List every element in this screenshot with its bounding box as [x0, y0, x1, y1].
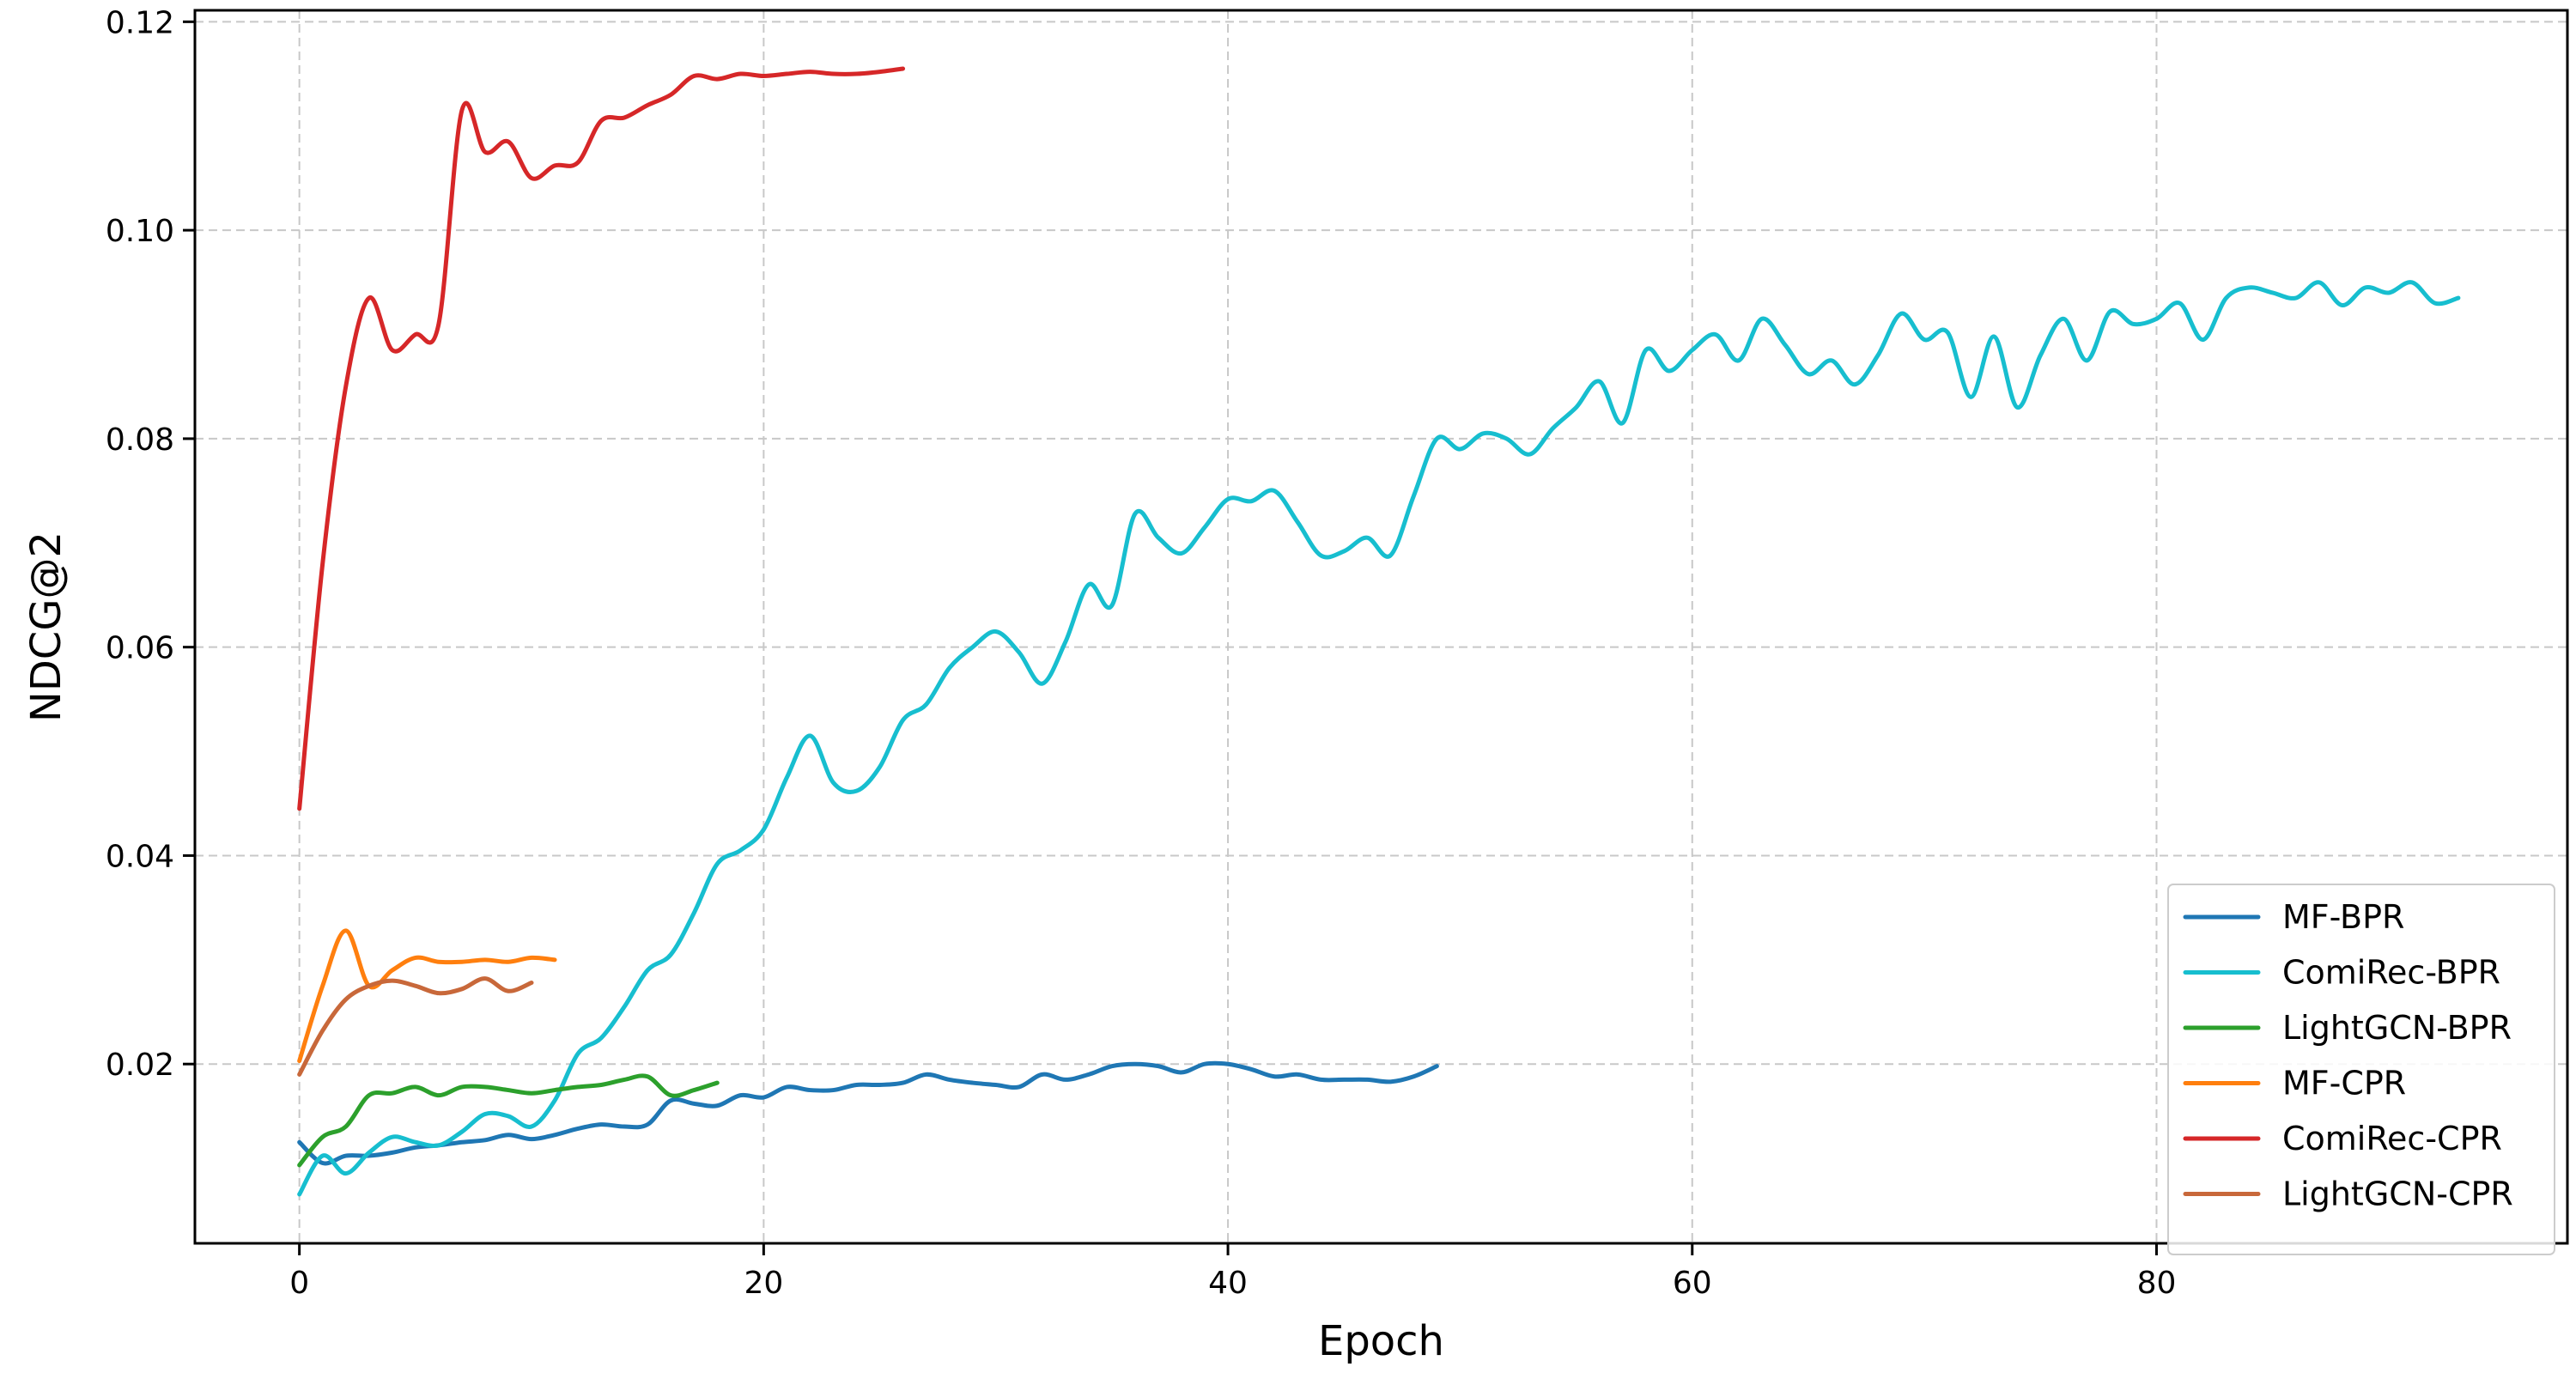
x-axis-ticks: 0 20 40 60 80 — [289, 1243, 2176, 1301]
series-line-mf-cpr — [297, 928, 557, 1064]
y-tick-label: 0.12 — [106, 5, 174, 40]
x-tick-label: 60 — [1673, 1266, 1712, 1301]
y-tick-label: 0.06 — [106, 631, 174, 666]
series-line-lightgcn-bpr — [297, 1073, 720, 1168]
series-line-comirec-bpr — [297, 280, 2461, 1197]
legend-label-comirec-cpr: ComiRec-CPR — [2282, 1120, 2502, 1157]
series-line-comirec-cpr — [297, 66, 906, 811]
x-axis-label: Epoch — [1318, 1317, 1444, 1365]
grid — [195, 10, 2567, 1243]
y-axis-ticks: 0.02 0.04 0.06 0.08 0.10 0.12 — [106, 5, 195, 1083]
series-line-lightgcn-cpr — [297, 976, 534, 1077]
legend: MF-BPR ComiRec-BPR LightGCN-BPR MF-CPR ComiR… — [2167, 884, 2555, 1255]
x-tick-label: 20 — [744, 1266, 783, 1301]
legend-label-comirec-bpr: ComiRec-BPR — [2282, 954, 2500, 992]
y-tick-label: 0.10 — [106, 214, 174, 249]
x-tick-label: 0 — [289, 1266, 309, 1301]
series-group — [297, 66, 2461, 1197]
legend-label-lightgcn-bpr: LightGCN-BPR — [2282, 1009, 2512, 1047]
y-tick-label: 0.08 — [106, 422, 174, 458]
y-axis-label: NDCG@2 — [22, 531, 70, 722]
legend-label-mf-bpr: MF-BPR — [2282, 898, 2404, 936]
legend-label-lightgcn-cpr: LightGCN-CPR — [2282, 1175, 2513, 1213]
legend-box — [2167, 884, 2555, 1255]
y-tick-label: 0.02 — [106, 1048, 174, 1083]
legend-label-mf-cpr: MF-CPR — [2282, 1065, 2406, 1102]
series-line-mf-bpr — [297, 1060, 1439, 1166]
plot-frame — [193, 9, 2569, 1245]
x-tick-label: 40 — [1208, 1266, 1248, 1301]
x-tick-label: 80 — [2137, 1266, 2177, 1301]
y-tick-label: 0.04 — [106, 839, 174, 874]
